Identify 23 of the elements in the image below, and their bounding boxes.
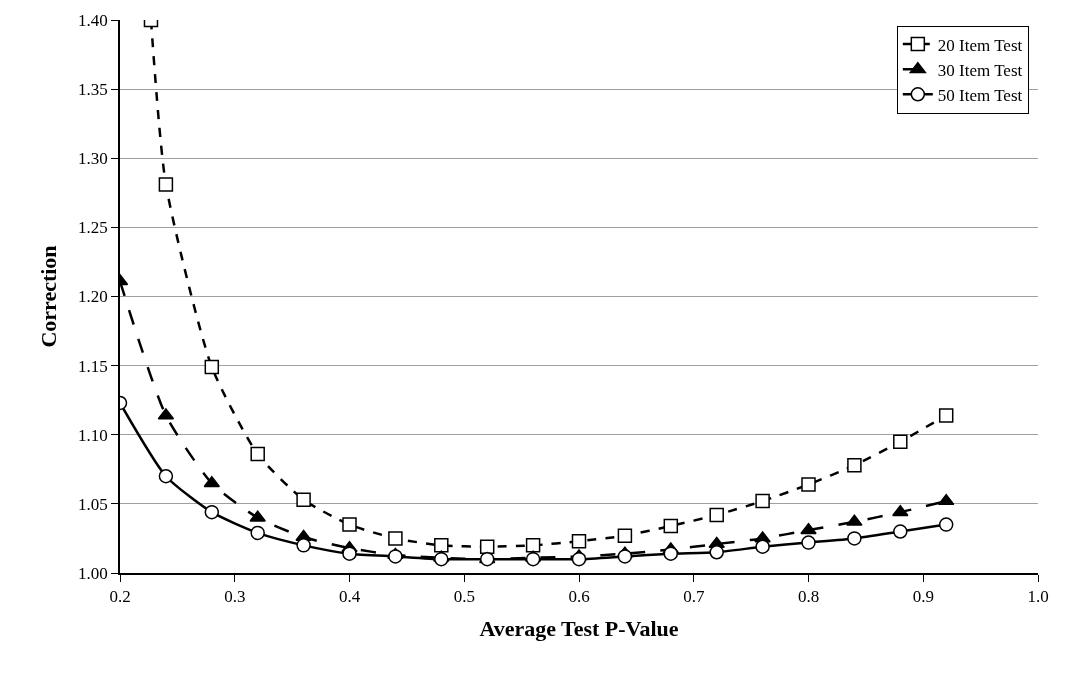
- x-tick-label: 0.3: [224, 587, 246, 607]
- y-tick-label: 1.10: [78, 425, 108, 445]
- x-tick-label: 0.9: [912, 587, 934, 607]
- x-tick-label: 0.7: [683, 587, 705, 607]
- y-tick-label: 1.25: [78, 218, 108, 238]
- x-tick-label: 0.5: [453, 587, 475, 607]
- x-tick-label: 0.6: [568, 587, 590, 607]
- y-tick-label: 1.05: [78, 494, 108, 514]
- y-tick-label: 1.35: [78, 80, 108, 100]
- x-tick-label: 0.2: [109, 587, 131, 607]
- x-tick-label: 1.0: [1027, 587, 1049, 607]
- y-tick-label: 1.20: [78, 287, 108, 307]
- legend-label: 50 Item Test: [937, 85, 1023, 105]
- legend-label: 20 Item Test: [937, 35, 1023, 55]
- y-tick-label: 1.40: [78, 10, 108, 30]
- y-axis-title: Correction: [36, 245, 62, 348]
- y-tick-label: 1.30: [78, 149, 108, 169]
- legend-label: 30 Item Test: [937, 60, 1023, 80]
- x-tick-label: 0.8: [797, 587, 820, 607]
- y-tick-label: 1.00: [78, 563, 108, 583]
- x-axis-title: Average Test P-Value: [479, 615, 679, 641]
- x-tick-label: 0.4: [338, 587, 361, 607]
- y-tick-label: 1.15: [78, 356, 108, 376]
